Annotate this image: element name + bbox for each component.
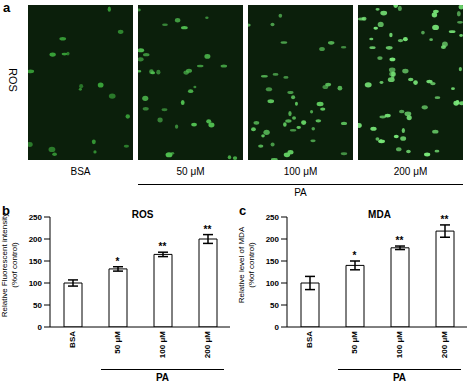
- svg-text:BSA: BSA: [68, 331, 77, 348]
- svg-text:50 μM: 50 μM: [350, 331, 359, 354]
- html-text:ROS: ROS: [131, 209, 154, 220]
- svg-text:50 μM: 50 μM: [113, 331, 122, 354]
- html-text:PA: PA: [155, 372, 170, 383]
- svg-text:100: 100: [266, 279, 280, 288]
- svg-text:**: **: [441, 214, 449, 225]
- svg-text:200 μM: 200 μM: [440, 331, 449, 358]
- svg-text:50: 50: [270, 301, 279, 310]
- svg-text:150: 150: [266, 257, 280, 266]
- html-text:200 μM: 200 μM: [393, 166, 428, 177]
- html-text:ROS: ROS: [7, 68, 19, 92]
- html-text:100 μM: 100 μM: [283, 166, 318, 177]
- html-text:b: b: [2, 203, 10, 218]
- html-text:Relative Fluorescent intensity: Relative Fluorescent intensity: [0, 212, 9, 318]
- svg-text:200 μM: 200 μM: [203, 331, 212, 358]
- svg-text:250: 250: [29, 213, 43, 222]
- svg-text:**: **: [396, 235, 404, 246]
- html-text:a: a: [3, 0, 11, 15]
- svg-text:*: *: [353, 250, 357, 261]
- html-text:50 μM: 50 μM: [176, 166, 205, 177]
- svg-text:**: **: [204, 224, 212, 235]
- svg-text:250: 250: [266, 213, 280, 222]
- svg-text:100: 100: [29, 279, 43, 288]
- html-text:Relative level of MDA: Relative level of MDA: [237, 226, 246, 304]
- html-text:(%of control): (%of control): [10, 242, 19, 288]
- html-text:BSA: BSA: [70, 166, 91, 177]
- html-text:MDA: MDA: [368, 209, 391, 220]
- html-text:PA: PA: [392, 372, 407, 383]
- svg-text:100 μM: 100 μM: [158, 331, 167, 358]
- svg-text:50: 50: [33, 301, 42, 310]
- html-text:PA: PA: [294, 187, 307, 198]
- svg-text:200: 200: [29, 235, 43, 244]
- svg-text:*: *: [116, 256, 120, 267]
- svg-text:0: 0: [38, 323, 43, 332]
- svg-text:100 μM: 100 μM: [395, 331, 404, 358]
- svg-text:BSA: BSA: [305, 331, 314, 348]
- svg-text:150: 150: [29, 257, 43, 266]
- svg-text:200: 200: [266, 235, 280, 244]
- svg-text:**: **: [159, 241, 167, 252]
- html-text:(%of control): (%of control): [247, 242, 256, 288]
- html-text:c: c: [239, 203, 247, 218]
- svg-text:0: 0: [275, 323, 280, 332]
